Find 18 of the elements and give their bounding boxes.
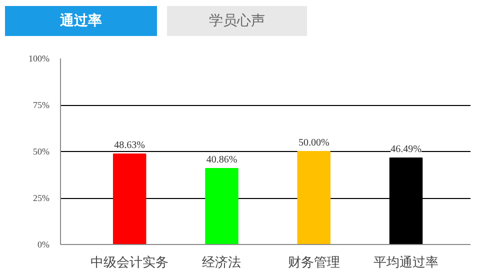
bar	[297, 151, 330, 244]
chart-title: 通过率	[60, 12, 102, 31]
x-tick-label: 中级会计实务	[90, 256, 169, 270]
bar	[205, 168, 238, 244]
x-tick-label: 平均通过率	[374, 254, 439, 270]
x-tick-label: 财务管理	[288, 256, 340, 270]
data-label: 46.49%	[390, 144, 422, 156]
y-tick-label: 100%	[28, 54, 50, 64]
y-tick-label: 75%	[33, 100, 50, 110]
y-tick-label: 50%	[33, 146, 50, 156]
y-tick-label: 25%	[33, 193, 50, 203]
chart-subtitle: 学员心声	[209, 12, 265, 31]
y-tick-label: 0%	[38, 240, 50, 250]
x-tick-label: 经济法	[202, 256, 242, 270]
data-label: 50.00%	[298, 138, 330, 148]
bar	[112, 154, 146, 244]
data-label: 48.63%	[114, 140, 146, 152]
data-label: 40.86%	[206, 154, 238, 166]
